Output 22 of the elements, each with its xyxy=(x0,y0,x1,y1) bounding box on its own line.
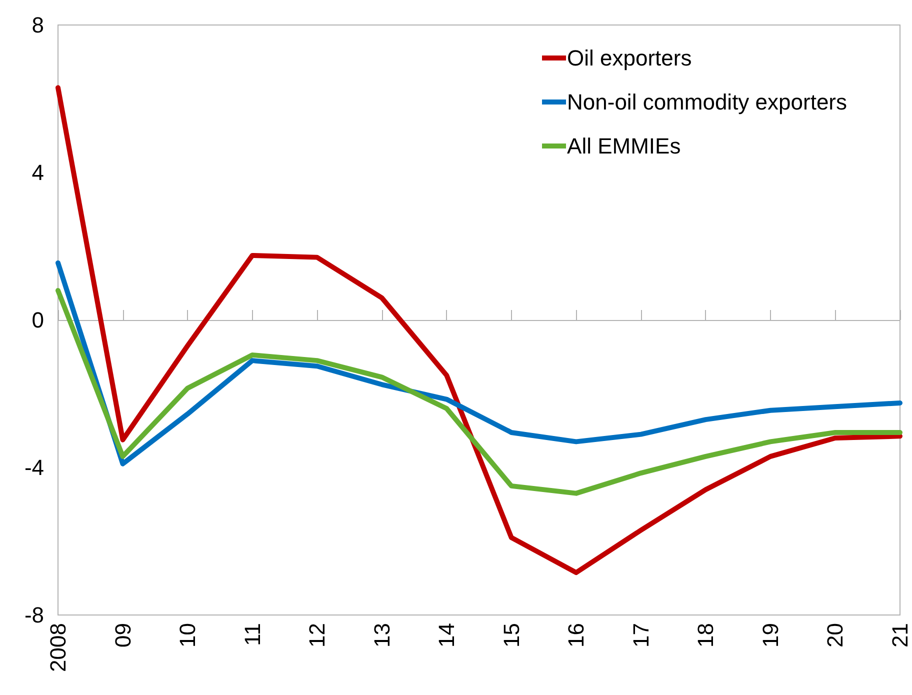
x-tick-label: 2008 xyxy=(46,623,70,672)
x-tick-label: 12 xyxy=(304,623,330,648)
legend-label: Oil exporters xyxy=(567,46,692,70)
y-tick-label: 4 xyxy=(32,160,44,185)
x-tick-label: 16 xyxy=(564,623,589,648)
x-tick-label: 13 xyxy=(369,623,394,648)
legend-label: Non-oil commodity exporters xyxy=(567,90,847,114)
x-tick-label: 17 xyxy=(628,623,654,648)
y-tick-label: -8 xyxy=(24,602,44,628)
y-tick-label: 8 xyxy=(32,12,44,38)
x-tick-label: 09 xyxy=(110,623,136,648)
x-tick-label: 21 xyxy=(888,623,912,648)
x-tick-label: 10 xyxy=(175,623,200,648)
x-tick-label: 19 xyxy=(758,623,783,648)
x-tick-label: 20 xyxy=(822,623,848,648)
x-tick-label: 14 xyxy=(434,623,460,648)
x-tick-label: 11 xyxy=(240,623,265,646)
y-tick-label: 0 xyxy=(32,308,44,332)
legend-label: All EMMIEs xyxy=(567,134,681,158)
x-tick-label: 18 xyxy=(693,623,718,648)
y-tick-label: -4 xyxy=(24,455,44,480)
x-tick-label: 15 xyxy=(498,623,524,648)
